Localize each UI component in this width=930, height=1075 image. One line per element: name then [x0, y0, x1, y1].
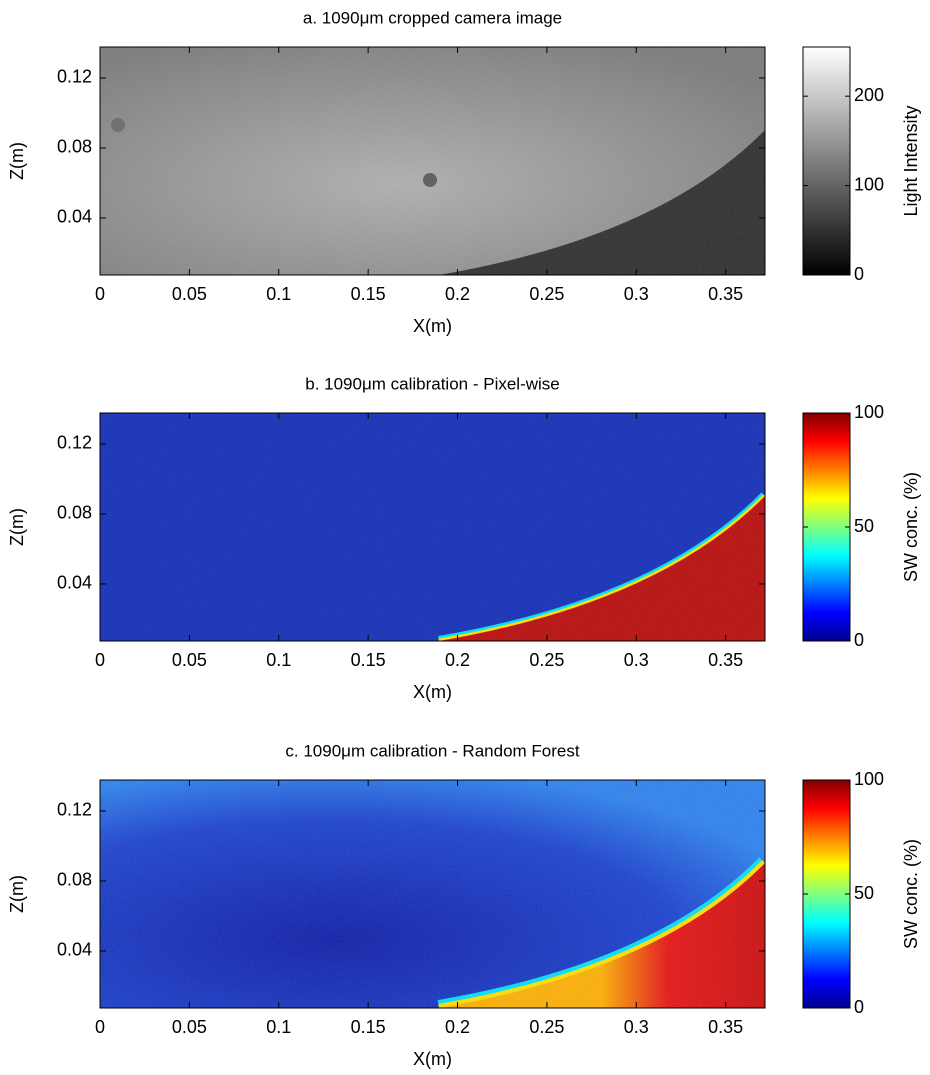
- colorbar-tick-label: 100: [854, 769, 884, 789]
- image: [100, 47, 765, 275]
- x-tick-label: 0.3: [624, 284, 649, 304]
- colorbar-label: SW conc. (%): [901, 472, 921, 582]
- colorbar-tick-label: 100: [854, 174, 884, 194]
- y-tick-label: 0.08: [57, 870, 92, 890]
- axes-box: [99, 412, 766, 642]
- colorbar-tick-label: 0: [854, 264, 864, 284]
- y-tick-label: 0.12: [57, 800, 92, 820]
- x-tick-label: 0.25: [529, 284, 564, 304]
- x-tick-label: 0.2: [445, 650, 470, 670]
- y-tick-label: 0.12: [57, 433, 92, 453]
- colorbar-tick-label: 200: [854, 85, 884, 105]
- x-tick-label: 0.2: [445, 284, 470, 304]
- y-tick-label: 0.08: [57, 137, 92, 157]
- y-axis-label: Z(m): [7, 142, 27, 180]
- colorbar: [802, 779, 851, 1009]
- x-tick-label: 0.15: [351, 284, 386, 304]
- y-axis-label: Z(m): [7, 508, 27, 546]
- colorbar-tick-label: 100: [854, 402, 884, 422]
- y-tick-label: 0.12: [57, 67, 92, 87]
- image-noise: [100, 780, 765, 1008]
- y-tick-label: 0.04: [57, 940, 92, 960]
- x-tick-label: 0.35: [708, 284, 743, 304]
- x-tick-label: 0: [95, 650, 105, 670]
- x-tick-label: 0.3: [624, 1017, 649, 1037]
- y-tick-label: 0.04: [57, 573, 92, 593]
- x-tick-label: 0.05: [172, 650, 207, 670]
- axes-box: [99, 46, 766, 276]
- image: [100, 780, 765, 1008]
- x-tick-label: 0.05: [172, 1017, 207, 1037]
- x-tick-label: 0.15: [351, 650, 386, 670]
- x-tick-label: 0.15: [351, 1017, 386, 1037]
- x-tick-label: 0.25: [529, 1017, 564, 1037]
- image-noise: [100, 47, 765, 275]
- y-axis-label: Z(m): [7, 875, 27, 913]
- x-axis-label: X(m): [413, 316, 452, 336]
- colorbar-tick-label: 50: [854, 516, 874, 536]
- x-tick-label: 0.1: [266, 650, 291, 670]
- chart-title: c. 1090μm calibration - Random Forest: [285, 741, 579, 760]
- axes-box: [99, 779, 766, 1009]
- x-axis-label: X(m): [413, 682, 452, 702]
- chart-title: b. 1090μm calibration - Pixel-wise: [305, 374, 560, 393]
- x-tick-label: 0.25: [529, 650, 564, 670]
- colorbar-tick-label: 0: [854, 630, 864, 650]
- x-tick-label: 0.3: [624, 650, 649, 670]
- x-tick-label: 0: [95, 284, 105, 304]
- y-tick-label: 0.04: [57, 207, 92, 227]
- colorbar: [802, 412, 851, 642]
- colorbar: [802, 46, 851, 276]
- colorbar-label: SW conc. (%): [901, 839, 921, 949]
- x-tick-label: 0.2: [445, 1017, 470, 1037]
- x-tick-label: 0.1: [266, 284, 291, 304]
- chart-title: a. 1090μm cropped camera image: [303, 8, 562, 27]
- x-tick-label: 0.35: [708, 1017, 743, 1037]
- x-tick-label: 0.1: [266, 1017, 291, 1037]
- y-tick-label: 0.08: [57, 503, 92, 523]
- colorbar-label: Light Intensity: [901, 105, 921, 216]
- x-tick-label: 0.05: [172, 284, 207, 304]
- colorbar-tick-label: 0: [854, 997, 864, 1017]
- colorbar-tick-label: 50: [854, 883, 874, 903]
- x-tick-label: 0: [95, 1017, 105, 1037]
- x-tick-label: 0.35: [708, 650, 743, 670]
- x-axis-label: X(m): [413, 1049, 452, 1069]
- image-noise: [100, 413, 765, 641]
- image: [100, 413, 765, 641]
